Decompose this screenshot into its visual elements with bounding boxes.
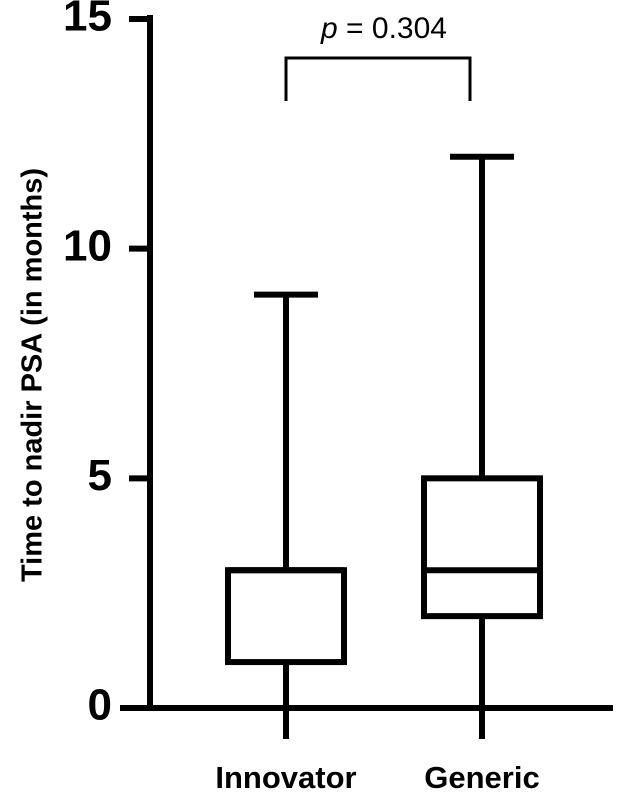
- y-tick-label: 15: [63, 0, 112, 41]
- box-plot-innovator: [225, 291, 347, 708]
- p-value-text: = 0.304: [338, 12, 447, 45]
- iqr-box: [421, 475, 543, 620]
- box-plot-generic: [421, 153, 543, 708]
- x-category-label: Innovator: [215, 760, 356, 795]
- x-category-label: Generic: [424, 760, 539, 795]
- x-axis-ticks: Innovator Generic: [215, 708, 540, 795]
- significance-bracket: [284, 56, 472, 101]
- y-axis-ticks: 0 5 10 15: [63, 0, 150, 730]
- y-tick-label: 5: [88, 451, 112, 500]
- y-axis-title: Time to nadir PSA (in months): [17, 168, 49, 582]
- p-value-annotation: p = 0.304: [320, 12, 447, 45]
- bracket-line: [284, 56, 472, 101]
- y-tick-label: 10: [63, 221, 112, 270]
- p-value-symbol: p: [320, 12, 338, 45]
- box-plot-series: [225, 153, 543, 708]
- iqr-box: [225, 567, 347, 666]
- y-tick-label: 0: [88, 681, 112, 730]
